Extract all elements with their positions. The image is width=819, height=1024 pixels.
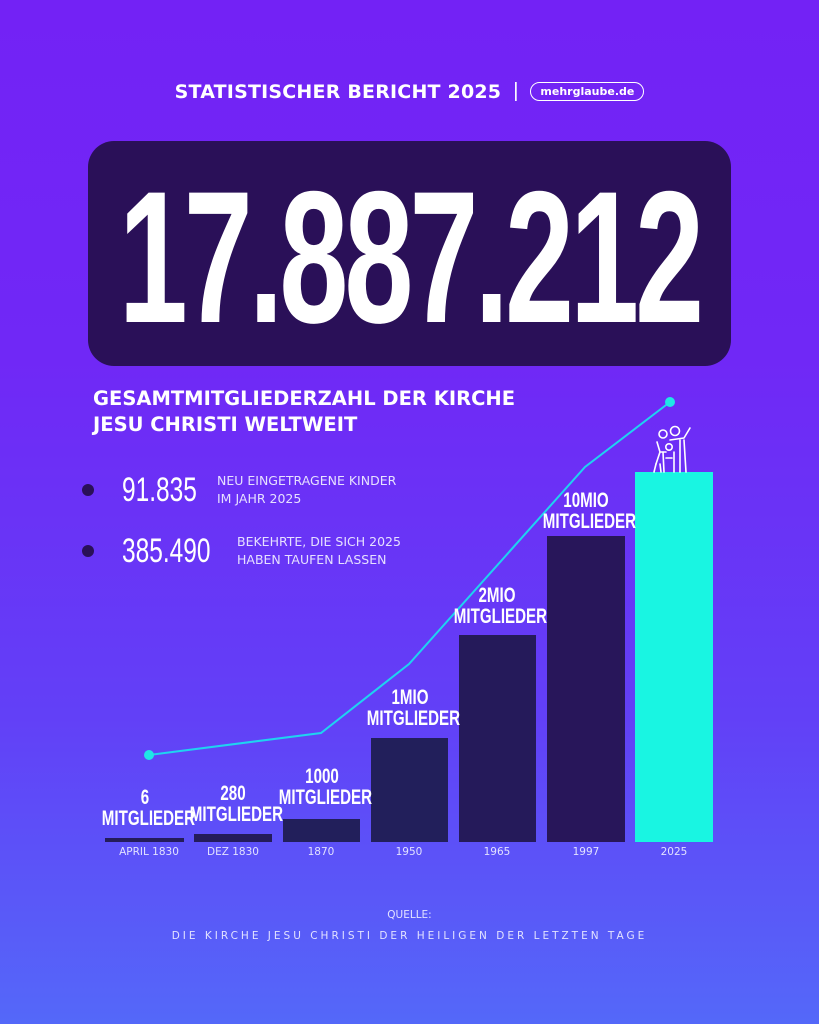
x-label-dez-1830: DEZ 1830 (207, 846, 259, 858)
stat-converts: 385.490 BEKEHRTE, DIE SICH 2025 HABEN TA… (82, 533, 401, 569)
bar-unit: MITGLIEDER (542, 510, 637, 533)
bar-unit: MITGLIEDER (366, 707, 461, 730)
header-separator: | (513, 80, 519, 102)
stat-description: NEU EINGETRAGENE KINDER IM JAHR 2025 (217, 472, 396, 508)
bar-value: 1MIO (391, 686, 429, 709)
bar-unit: MITGLIEDER (453, 605, 548, 628)
bullet-icon (82, 484, 94, 496)
chart-title-line-1: GESAMTMITGLIEDERZAHL DER KIRCHE (93, 387, 516, 410)
bar-value: 10MIO (563, 489, 609, 512)
bar-unit: MITGLIEDER (189, 803, 284, 826)
bar-unit: MITGLIEDER (101, 807, 196, 830)
x-label-1997: 1997 (572, 846, 600, 858)
bar-1950 (371, 738, 448, 842)
chart-title: GESAMTMITGLIEDERZAHL DER KIRCHE JESU CHR… (93, 386, 515, 438)
bar-value: 280 (220, 782, 246, 805)
bar-label-1997: 10MIO MITGLIEDER (526, 490, 646, 532)
family-icon (653, 425, 691, 473)
brand-badge: mehrglaube.de (530, 82, 645, 101)
bar-label-april-1830: 6 MITGLIEDER (85, 787, 205, 829)
source-value: DIE KIRCHE JESU CHRISTI DER HEILIGEN DER… (171, 930, 648, 942)
bar-label-1965: 2MIO MITGLIEDER (437, 585, 557, 627)
bars (105, 472, 713, 842)
stat-description-line-2: HABEN TAUFEN LASSEN (237, 552, 387, 567)
report-title: STATISTISCHER BERICHT 2025 (174, 80, 502, 103)
bar-unit: MITGLIEDER (278, 786, 373, 809)
stat-new-children: 91.835 NEU EINGETRAGENE KINDER IM JAHR 2… (82, 472, 396, 508)
bar-1997 (547, 536, 625, 842)
bar-label-1870: 1000 MITGLIEDER (262, 766, 382, 808)
stat-description-line-2: IM JAHR 2025 (217, 491, 302, 506)
bar-value: 1000 (305, 765, 339, 788)
trend-line (144, 397, 675, 760)
x-label-1965: 1965 (483, 846, 511, 858)
x-label-2025: 2025 (660, 846, 688, 858)
bullet-icon (82, 545, 94, 557)
bar-1965 (459, 635, 536, 842)
stat-description: BEKEHRTE, DIE SICH 2025 HABEN TAUFEN LAS… (237, 533, 401, 569)
total-members-number: 17.887.212 (118, 151, 704, 362)
x-label-1870: 1870 (307, 846, 335, 858)
bar-value: 2MIO (478, 584, 516, 607)
bar-2025-highlight (635, 472, 713, 842)
trend-end-marker (665, 397, 675, 407)
bar-april-1830 (105, 838, 184, 842)
stat-description-line-1: NEU EINGETRAGENE KINDER (217, 473, 397, 488)
trend-start-marker (144, 750, 154, 760)
total-members-box: 17.887.212 (88, 141, 731, 366)
x-label-1950: 1950 (395, 846, 423, 858)
bar-label-1950: 1MIO MITGLIEDER (350, 687, 470, 729)
bar-label-dez-1830: 280 MITGLIEDER (173, 783, 293, 825)
bar-value: 6 (140, 786, 150, 809)
stat-description-line-1: BEKEHRTE, DIE SICH 2025 (237, 534, 401, 549)
source-label: QUELLE: (387, 909, 432, 921)
bar-1870 (283, 819, 360, 842)
chart-title-line-2: JESU CHRISTI WELTWEIT (93, 413, 358, 436)
bar-dez-1830 (194, 834, 272, 842)
stat-value: 385.490 (122, 532, 211, 570)
header: STATISTISCHER BERICHT 2025 | mehrglaube.… (0, 80, 819, 103)
x-label-april-1830: APRIL 1830 (119, 846, 179, 858)
stat-value: 91.835 (122, 471, 197, 509)
